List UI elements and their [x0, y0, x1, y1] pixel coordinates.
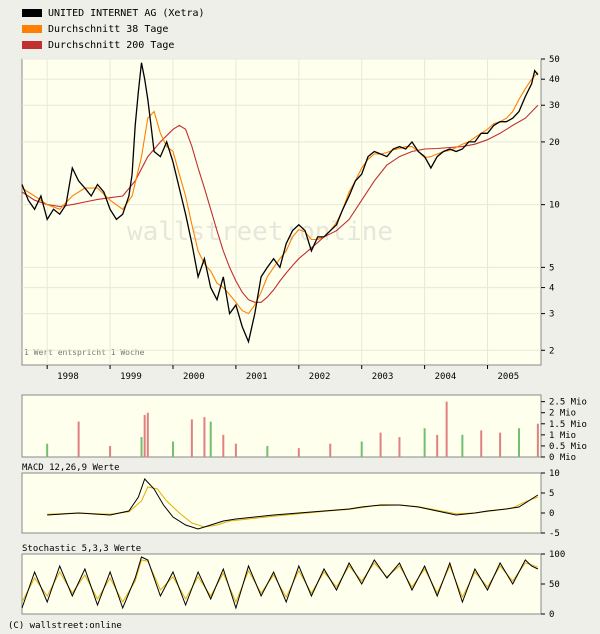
legend-item-ma200: Durchschnitt 200 Tage — [22, 38, 174, 52]
y-tick-label: 5 — [549, 263, 554, 273]
y-tick-label: 1 Mio — [549, 431, 576, 441]
time-axis: 1998 1999 2000 2001 2002 2003 2004 2005 — [46, 365, 520, 382]
y-tick-label: 30 — [549, 101, 560, 111]
y-tick-label: 0 — [549, 610, 554, 620]
volume-bar — [209, 421, 212, 457]
y-tick-label: 2 — [549, 346, 554, 356]
stochastic-title: Stochastic 5,3,3 Werte — [22, 544, 141, 554]
x-tick-label: 2003 — [372, 372, 394, 382]
volume-bar — [146, 412, 149, 457]
series-line — [47, 478, 539, 530]
volume-bar — [445, 401, 448, 457]
volume-bar — [536, 423, 539, 457]
volume-bar — [203, 417, 206, 457]
macd-plot-area — [21, 472, 542, 534]
x-tick-label: 2000 — [183, 372, 205, 382]
x-tick-label: 1999 — [120, 372, 142, 382]
legend-label-stock: UNITED INTERNET AG (Xetra) — [48, 7, 205, 19]
legend-item-stock: UNITED INTERNET AG (Xetra) — [22, 6, 205, 20]
y-tick-label: 1.5 Mio — [549, 420, 587, 430]
volume-bar — [379, 432, 382, 457]
legend-label-ma200: Durchschnitt 200 Tage — [48, 39, 175, 51]
volume-bar — [499, 432, 502, 457]
y-tick-label: 40 — [549, 75, 560, 85]
x-tick-label: 1998 — [57, 372, 79, 382]
volume-bar — [77, 421, 80, 457]
volume-bar — [360, 441, 363, 457]
volume-bar — [266, 445, 269, 457]
volume-bar — [297, 448, 300, 457]
legend-item-ma38: Durchschnitt 38 Tage — [22, 22, 168, 36]
volume-plot-area — [21, 394, 542, 458]
y-tick-label: 0 Mio — [549, 453, 576, 463]
volume-bar — [436, 434, 439, 457]
y-tick-label: 2.5 Mio — [549, 398, 587, 408]
watermark: wallstreet:online — [127, 217, 393, 247]
volume-bar — [171, 441, 174, 457]
volume-bar — [461, 434, 464, 457]
stochastic-plot-area — [21, 553, 542, 615]
y-tick-label: 0.5 Mio — [549, 442, 587, 452]
volume-bar — [480, 430, 483, 457]
x-tick-label: 2004 — [435, 372, 457, 382]
volume-bar — [329, 443, 332, 457]
y-tick-label: 20 — [549, 138, 560, 148]
legend-swatch-ma38 — [22, 25, 42, 33]
y-tick-label: 0 — [549, 509, 554, 519]
y-tick-label: 5 — [549, 489, 554, 499]
x-tick-label: 2001 — [246, 372, 268, 382]
y-tick-label: 2 Mio — [549, 409, 576, 419]
y-tick-label: 3 — [549, 310, 554, 320]
legend-label-ma38: Durchschnitt 38 Tage — [48, 23, 169, 35]
y-tick-label: 10 — [549, 201, 560, 211]
macd-title: MACD 12,26,9 Werte — [22, 463, 120, 473]
macd-chart: MACD 12,26,9 Werte -5 0 5 10 — [21, 463, 560, 539]
y-tick-label: 100 — [549, 550, 565, 560]
volume-bar — [398, 437, 401, 457]
price-chart: wallstreet:online 1 Wert entspricht 1 Wo… — [21, 55, 560, 366]
x-tick-label: 2005 — [498, 372, 520, 382]
y-tick-label: 4 — [549, 284, 554, 294]
series-line — [47, 486, 539, 528]
series-line — [21, 72, 539, 315]
volume-bar — [222, 434, 225, 457]
y-tick-label: 50 — [549, 580, 560, 590]
x-tick-label: 2002 — [309, 372, 331, 382]
volume-bar — [234, 443, 237, 457]
volume-bar — [140, 437, 143, 457]
volume-bar — [517, 428, 520, 457]
volume-bar — [143, 414, 146, 457]
y-tick-label: 50 — [549, 55, 560, 65]
legend-swatch-ma200 — [22, 41, 42, 49]
series-line — [21, 556, 539, 610]
volume-bar — [190, 419, 193, 457]
chart-note: 1 Wert entspricht 1 Woche — [24, 348, 145, 357]
legend-swatch-stock — [22, 9, 42, 17]
series-line — [21, 104, 539, 303]
y-tick-label: -5 — [549, 529, 560, 539]
y-tick-label: 10 — [549, 469, 560, 479]
copyright-footer: (C) wallstreet:online — [8, 621, 122, 631]
volume-bar — [46, 443, 49, 457]
series-line — [21, 62, 539, 344]
volume-bar — [109, 445, 112, 457]
stochastic-chart: Stochastic 5,3,3 Werte 0 50 100 — [21, 544, 565, 620]
volume-bar — [423, 428, 426, 457]
